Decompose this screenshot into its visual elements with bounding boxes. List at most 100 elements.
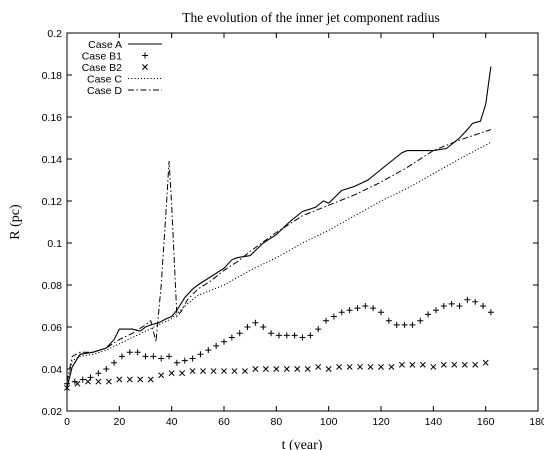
x-tick-label: 0	[64, 416, 70, 428]
x-tick-label: 20	[113, 416, 125, 428]
series-case-b1	[64, 296, 494, 387]
data-point	[440, 361, 447, 368]
data-point	[126, 349, 133, 356]
series-case-d	[66, 129, 492, 382]
data-point	[142, 353, 149, 360]
data-point	[291, 332, 298, 339]
data-point	[487, 309, 494, 316]
data-point	[168, 370, 175, 377]
y-tick-label: 0.04	[42, 364, 63, 376]
data-point	[315, 326, 322, 333]
data-point	[228, 334, 235, 341]
data-point	[401, 321, 408, 328]
data-point	[262, 366, 269, 372]
data-point	[283, 332, 290, 339]
data-point	[236, 330, 243, 337]
data-point	[205, 347, 212, 354]
data-point	[430, 363, 437, 370]
data-point	[84, 378, 91, 385]
y-tick-label: 0.14	[42, 154, 63, 166]
data-point	[166, 353, 173, 360]
legend-label: Case C	[87, 74, 122, 86]
series-layer	[64, 66, 494, 391]
y-tick-label: 0.2	[47, 28, 62, 40]
data-point	[294, 366, 301, 372]
data-point	[409, 321, 416, 328]
data-point	[158, 372, 165, 379]
data-point	[432, 307, 439, 314]
data-point	[378, 363, 384, 370]
data-point	[79, 376, 86, 383]
data-point	[173, 359, 180, 366]
data-point	[189, 355, 196, 362]
data-point	[116, 376, 123, 383]
x-tick-label: 120	[372, 416, 390, 428]
data-point	[118, 353, 125, 360]
series-line	[66, 141, 492, 384]
data-point	[158, 355, 165, 362]
data-point	[231, 368, 238, 375]
data-point	[357, 363, 364, 370]
y-tick-label: 0.18	[42, 70, 63, 82]
data-point	[456, 303, 463, 309]
data-point	[388, 363, 395, 370]
data-point	[252, 366, 259, 372]
data-point	[472, 298, 479, 305]
data-point	[425, 311, 432, 318]
data-point	[480, 303, 487, 309]
data-point	[126, 376, 133, 383]
data-point	[244, 324, 251, 330]
data-point	[213, 342, 220, 349]
data-point	[150, 353, 157, 360]
data-point	[354, 305, 361, 312]
data-point	[409, 361, 416, 368]
legend-label: Case A	[88, 39, 122, 51]
data-point	[95, 370, 102, 377]
data-point	[378, 309, 384, 316]
data-point	[260, 324, 267, 330]
data-point	[111, 359, 118, 366]
series-line	[66, 129, 492, 382]
legend-label: Case B2	[82, 62, 122, 74]
data-point	[385, 317, 392, 324]
series-case-a	[66, 66, 492, 389]
chart-title: The evolution of the inner jet component…	[182, 10, 440, 25]
data-point	[448, 300, 455, 307]
y-axis-label: R (pc)	[8, 204, 23, 240]
y-tick-label: 0.08	[42, 280, 63, 292]
y-tick-label: 0.1	[47, 238, 62, 250]
legend-label: Case D	[87, 85, 122, 97]
x-tick-label: 180	[529, 416, 544, 428]
data-point	[275, 332, 282, 339]
data-point	[200, 368, 207, 375]
data-point	[346, 363, 353, 370]
data-point	[147, 376, 154, 383]
data-point	[299, 334, 306, 341]
x-axis: 0 20 40 60 80 100 120 140 160 180	[64, 33, 544, 428]
data-point	[307, 332, 314, 339]
data-point	[74, 380, 81, 387]
data-point	[252, 319, 259, 326]
data-point	[268, 330, 275, 337]
data-point	[325, 366, 332, 372]
y-tick-label: 0.12	[42, 196, 63, 208]
data-point	[367, 363, 374, 370]
legend-label: Case B1	[82, 51, 122, 63]
series-line	[66, 66, 492, 389]
x-tick-label: 100	[320, 416, 338, 428]
data-point	[461, 361, 468, 368]
data-point	[221, 338, 227, 345]
data-point	[179, 370, 186, 377]
x-tick-label: 140	[425, 416, 443, 428]
data-point	[330, 313, 337, 320]
data-point	[283, 366, 290, 372]
data-point	[362, 303, 369, 309]
y-axis: 0.02 0.04 0.06 0.08 0.1 0.12 0.14 0.16 0.18 0.2	[42, 28, 538, 418]
data-point	[304, 366, 311, 372]
y-tick-label: 0.06	[42, 322, 63, 334]
data-point	[181, 357, 188, 364]
x-axis-label: t (year)	[282, 438, 323, 450]
data-point	[241, 368, 248, 375]
series-case-b2	[64, 359, 489, 391]
legend-marker	[142, 64, 148, 70]
